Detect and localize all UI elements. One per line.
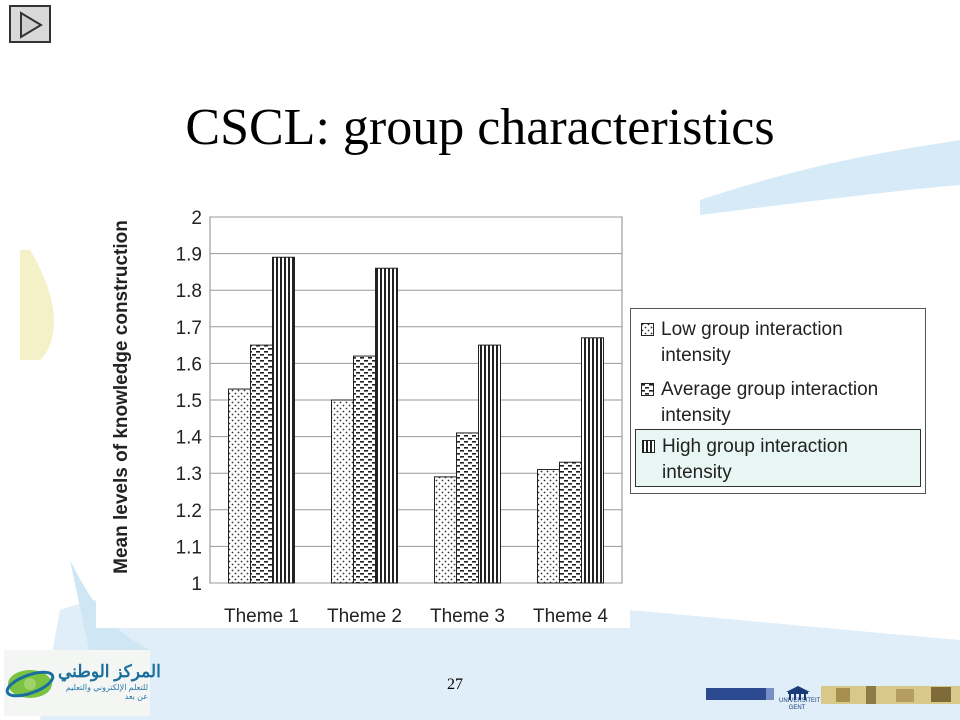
- bar-3-1: [434, 476, 457, 584]
- x-tick-label: Theme 3: [430, 606, 505, 627]
- y-tick-label: 2: [191, 208, 202, 229]
- footer-banner: [706, 686, 960, 704]
- bar-1-2: [250, 344, 273, 584]
- y-tick-label: 1.1: [176, 537, 202, 558]
- legend-item-low: Low group interaction intensity: [635, 313, 921, 371]
- logo-subtitle-ar: للتعلم الإلكتروني والتعليم عن بعد: [65, 683, 148, 701]
- x-tick-label: Theme 4: [533, 606, 608, 627]
- chart-legend: Low group interaction intensity Average …: [630, 308, 926, 494]
- legend-item-average: Average group interaction intensity: [635, 373, 921, 431]
- bar-1-3: [272, 256, 295, 584]
- bar-3-2: [456, 432, 479, 584]
- legend-label-average: Average group interaction intensity: [661, 379, 879, 426]
- y-tick-label: 1: [191, 574, 202, 595]
- y-tick-label: 1.8: [176, 281, 202, 302]
- x-axis-ticks: Theme 1 Theme 2 Theme 3 Theme 4: [224, 606, 608, 627]
- y-tick-label: 1.5: [176, 391, 202, 412]
- legend-swatch-average: [641, 383, 654, 396]
- ugent-label: UNIVERSITEIT GENT: [779, 698, 821, 711]
- page-number: 27: [447, 676, 463, 693]
- bar-2-1: [331, 399, 354, 584]
- chart-svg: 11.11.21.31.41.51.61.71.81.92 Theme 1 The…: [111, 208, 623, 627]
- chart-bars: [228, 256, 604, 584]
- y-tick-label: 1.3: [176, 464, 202, 485]
- legend-label-low: Low group interaction intensity: [661, 319, 843, 366]
- y-tick-label: 1.4: [176, 428, 203, 449]
- logo-title-ar: المركز الوطني: [58, 662, 161, 681]
- y-tick-label: 1.2: [176, 501, 202, 522]
- national-center-logo: [4, 650, 150, 716]
- y-tick-label: 1.9: [176, 245, 202, 266]
- y-axis-label: Mean levels of knowledge construction: [111, 220, 132, 574]
- legend-item-high: High group interaction intensity: [635, 429, 921, 487]
- legend-swatch-high: [642, 440, 655, 453]
- bar-2-2: [353, 355, 376, 584]
- bar-4-2: [559, 461, 582, 584]
- bar-2-3: [375, 267, 398, 584]
- y-tick-label: 1.6: [176, 354, 202, 375]
- legend-label-high: High group interaction intensity: [662, 436, 848, 483]
- x-tick-label: Theme 2: [327, 606, 402, 627]
- bar-1-1: [228, 388, 251, 584]
- slide-title: CSCL: group characteristics: [185, 99, 775, 156]
- bar-chart: 1 1.1 1.2 1.3 1.4 1.5 1.6 1.7 1.8 1.9 2 Theme 1 The…: [96, 182, 630, 628]
- bar-4-1: [537, 469, 560, 584]
- y-axis-ticks: 1 1.1 1.2 1.3 1.4 1.5 1.6 1.7 1.8 1.9 2: [176, 208, 203, 595]
- university-building-icon: [786, 686, 810, 700]
- next-slide-button[interactable]: [9, 5, 51, 43]
- y-tick-label: 1.7: [176, 318, 202, 339]
- bar-3-3: [478, 344, 501, 584]
- play-forward-icon: [20, 11, 43, 39]
- legend-swatch-low: [641, 323, 654, 336]
- x-tick-label: Theme 1: [224, 606, 299, 627]
- bar-4-3: [581, 337, 604, 584]
